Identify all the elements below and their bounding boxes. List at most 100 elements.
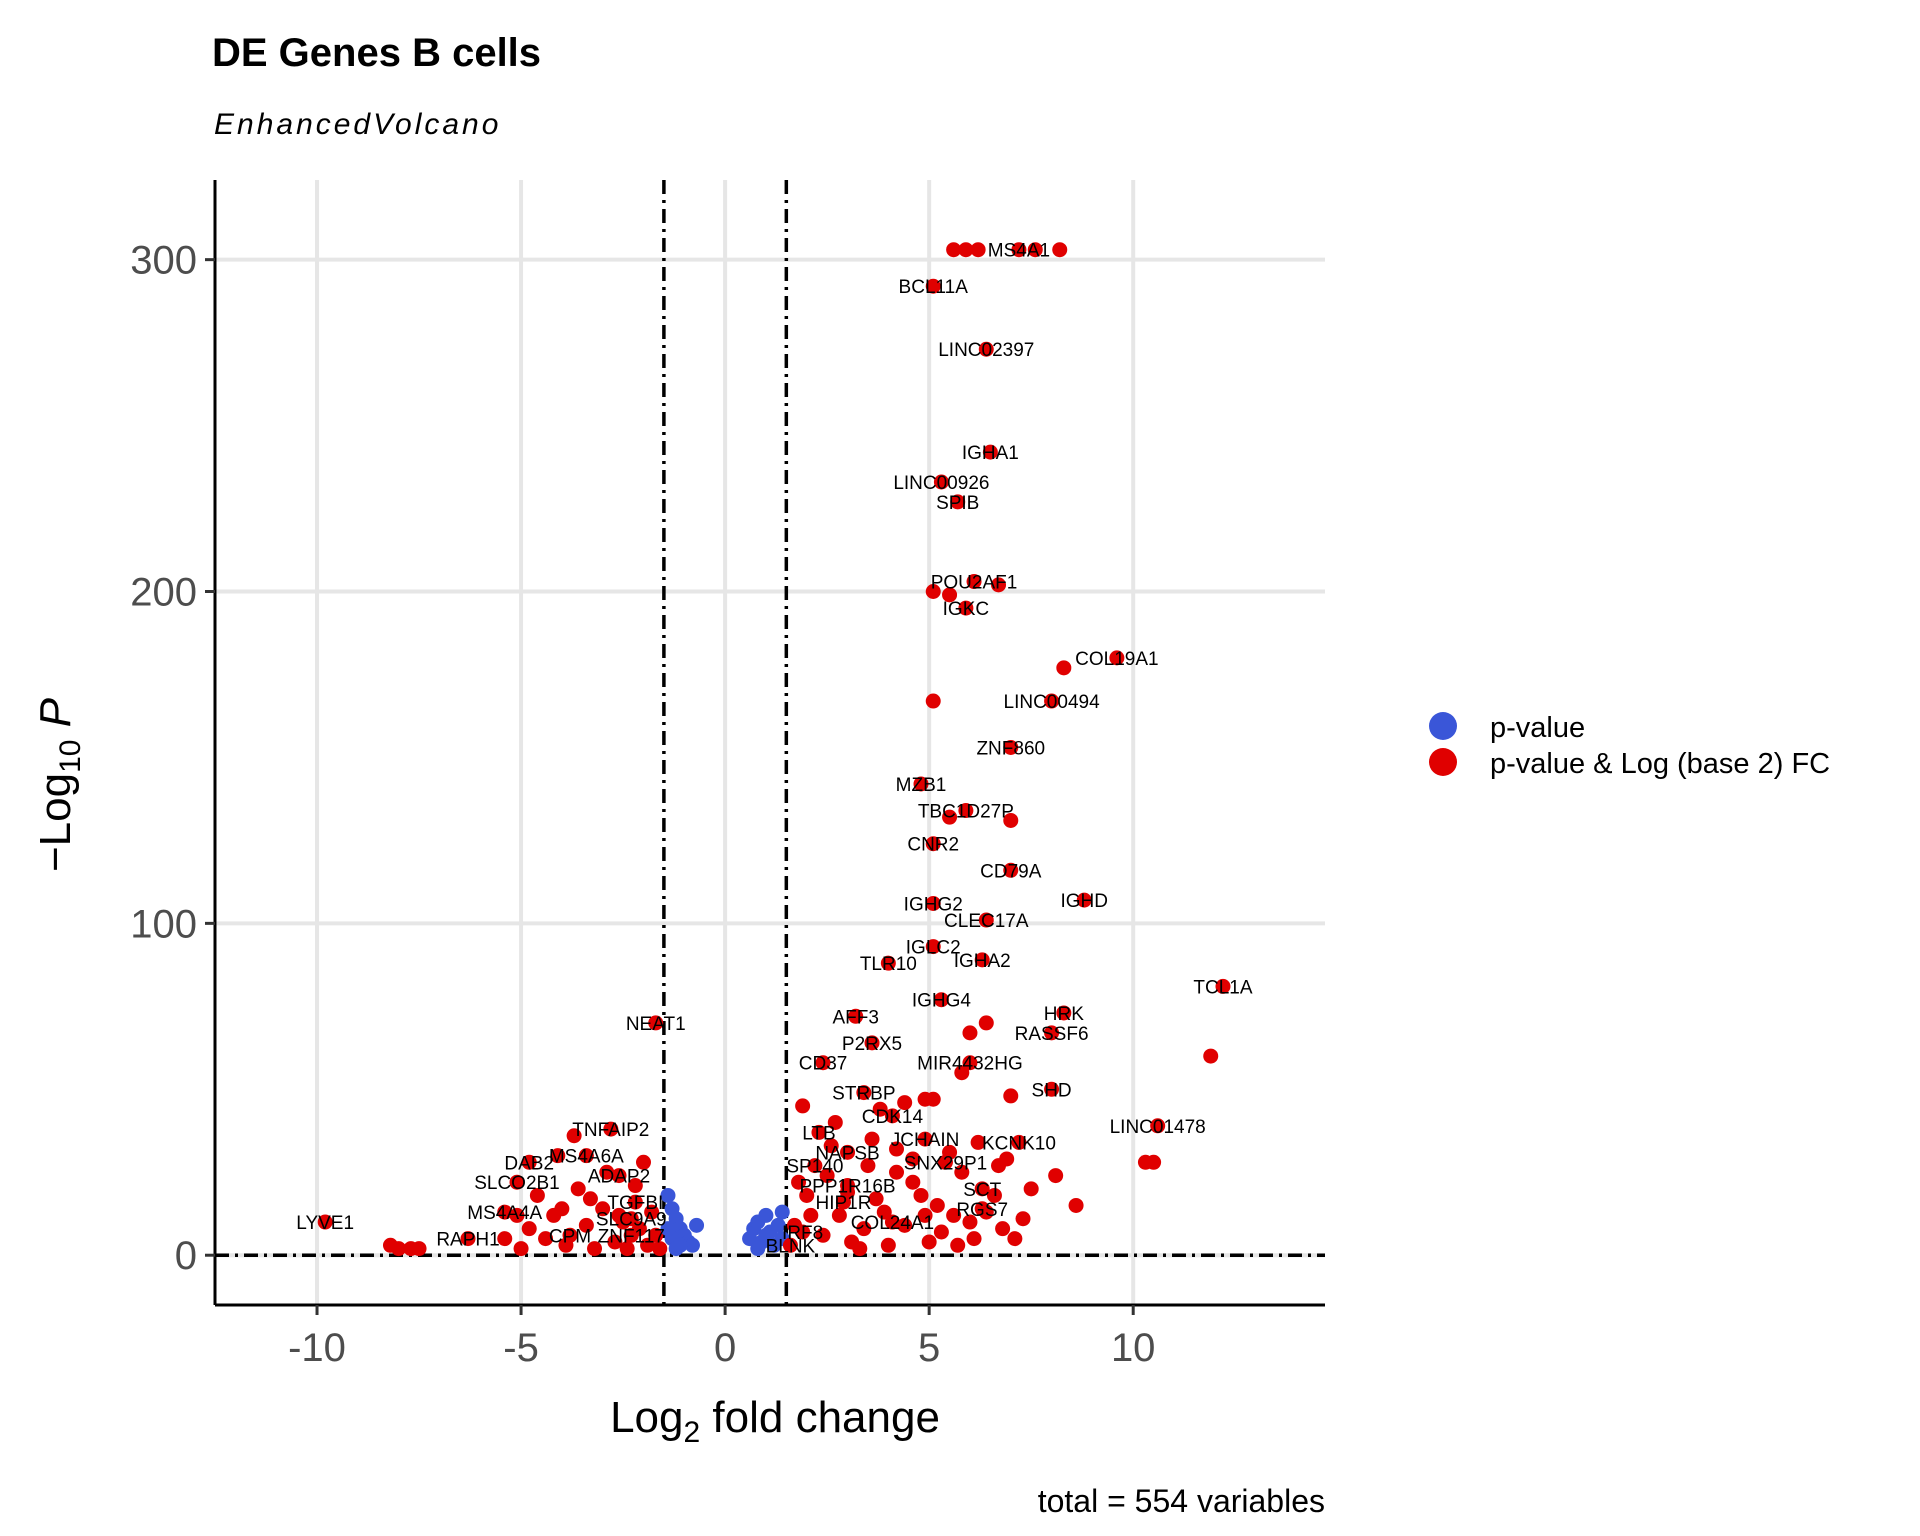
y-axis-ticks: 0 100 200 300 [130,239,215,1278]
data-point [925,836,941,852]
gene-label: IGHG2 [904,894,963,915]
gene-label: SLC9A9 [596,1210,667,1231]
data-point [970,242,986,258]
data-point [623,1211,639,1227]
gene-label: MS4A6A [549,1147,624,1168]
data-point [913,776,929,792]
data-point [644,1204,660,1220]
data-point [803,1207,819,1223]
data-point [974,1201,990,1217]
data-point [684,1237,700,1253]
data-point [933,474,949,490]
data-point [607,1234,623,1250]
data-point [1027,242,1043,258]
data-point [1015,1211,1031,1227]
data-point [791,1174,807,1190]
gene-label: TBC1D27P [918,802,1014,823]
data-point [509,1207,525,1223]
gene-label: RAPH1 [436,1230,499,1251]
data-point [991,577,1007,593]
gene-label: LINC02397 [938,340,1034,361]
gene-label: COL19A1 [1075,649,1158,670]
data-point [317,1214,333,1230]
data-point [1007,1231,1023,1247]
gene-label: SP140 [786,1157,843,1178]
data-point [640,1237,656,1253]
data-point [848,1008,864,1024]
data-point [835,1194,851,1210]
data-point [795,1224,811,1240]
gene-label: HRK [1044,1004,1084,1025]
data-point [889,1164,905,1180]
data-point [840,1144,856,1160]
data-point [1076,892,1092,908]
data-point [811,1124,827,1140]
gene-label: MS4A1 [988,241,1050,262]
data-point [1203,1048,1219,1064]
data-point [884,1108,900,1124]
data-point [982,444,998,460]
data-point [958,803,974,819]
gene-label: RASSF6 [1015,1024,1089,1045]
data-point [1044,1081,1060,1097]
data-point [978,341,994,357]
data-point [529,1187,545,1203]
gene-label: MZB1 [896,775,947,796]
legend-dot-pvalue [1429,712,1457,740]
data-point [856,1085,872,1101]
data-point [880,1237,896,1253]
data-point [958,242,974,258]
gene-label: LINC00926 [893,473,989,494]
gene-label: IGHA2 [954,951,1011,972]
data-point [1056,1005,1072,1021]
data-point [954,1065,970,1081]
gene-label: IGLC2 [906,938,961,959]
data-point [905,1151,921,1167]
data-point [578,1148,594,1164]
data-point [815,1055,831,1071]
data-point [497,1231,513,1247]
data-point [521,1154,537,1170]
data-point [460,1231,476,1247]
data-point [411,1241,427,1257]
data-point [880,955,896,971]
data-point [1044,693,1060,709]
data-points [317,242,1231,1257]
gene-label: IGHD [1060,891,1108,912]
data-point [925,1091,941,1107]
data-point [950,1237,966,1253]
data-point [840,1178,856,1194]
data-point [991,1158,1007,1174]
data-point [1048,1168,1064,1184]
data-point [864,1131,880,1147]
data-point [619,1241,635,1257]
gene-label: CD37 [799,1054,848,1075]
data-point [905,1174,921,1190]
data-point [897,1095,913,1111]
data-point [611,1168,627,1184]
data-point [587,1241,603,1257]
data-point [1011,1134,1027,1150]
data-point [595,1201,611,1217]
data-point [970,1134,986,1150]
data-point [921,1234,937,1250]
gene-label: SNX29P1 [904,1153,987,1174]
data-point [509,1174,525,1190]
gene-label: HIP1R [815,1193,871,1214]
data-point [978,1015,994,1031]
data-point [864,1035,880,1051]
data-point [933,1224,949,1240]
y-axis-title: −Log10 P [31,697,87,872]
gene-label: P2RX5 [842,1034,902,1055]
data-point [1044,1025,1060,1041]
gene-label: CD79A [980,861,1042,882]
data-point [1109,650,1125,666]
data-point [689,1217,705,1233]
x-axis-ticks: -10 -5 0 5 10 [288,1305,1155,1370]
x-tick-label: 5 [918,1326,940,1370]
data-point [774,1204,790,1220]
data-point [1003,1088,1019,1104]
data-point [627,1178,643,1194]
legend-dot-pvalue-fc [1429,748,1457,776]
data-point [876,1204,892,1220]
